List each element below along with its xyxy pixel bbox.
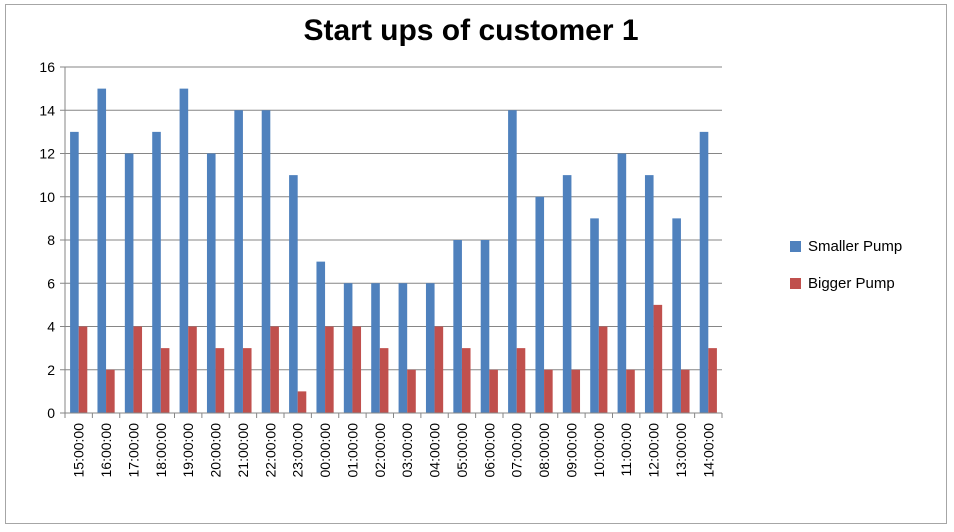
legend-swatch-bigger-pump [790, 277, 801, 289]
chart-frame [5, 4, 947, 524]
bar-smaller-pump [371, 283, 380, 413]
bar-bigger-pump [434, 326, 444, 413]
x-tick-label: 12:00:00 [646, 423, 662, 478]
bar-bigger-pump [160, 348, 170, 413]
bar-smaller-pump [70, 131, 79, 413]
axes [64, 67, 723, 418]
bar-smaller-pump [398, 283, 408, 413]
bar-smaller-pump [535, 196, 545, 413]
x-tick-labels: 15:00:00 16:00:00 17:00:00 18:00:00 19:00:00… [71, 423, 717, 478]
x-tick-label: 11:00:00 [618, 423, 634, 477]
y-tick-labels: 0 2 4 6 8 10 12 14 16 [39, 59, 55, 421]
y-tick-label: 2 [47, 362, 55, 378]
bar-bigger-pump [653, 304, 663, 413]
bar-smaller-pump [453, 240, 462, 413]
bar-bigger-pump [489, 369, 498, 413]
bar-smaller-pump [699, 131, 709, 413]
x-tick-label: 00:00:00 [317, 423, 333, 478]
x-tick-label: 13:00:00 [673, 423, 689, 478]
x-tick-label: 09:00:00 [563, 423, 579, 478]
bar-bigger-pump [297, 391, 307, 413]
x-tick-label: 18:00:00 [153, 423, 169, 478]
y-tick-label: 8 [47, 232, 55, 248]
bar-bigger-pump [242, 348, 252, 413]
bar-bigger-pump [708, 348, 717, 413]
x-tick-label: 04:00:00 [427, 423, 443, 478]
bar-smaller-pump [617, 153, 627, 413]
bar-smaller-pump [234, 110, 243, 413]
legend: Smaller Pump Bigger Pump [790, 236, 902, 310]
y-tick-label: 10 [39, 189, 55, 205]
bar-smaller-pump [289, 175, 298, 413]
bar-bigger-pump [325, 326, 334, 413]
x-tick-label: 16:00:00 [98, 423, 114, 478]
bar-bigger-pump [106, 369, 115, 413]
legend-label-bigger-pump: Bigger Pump [808, 274, 895, 292]
bar-bigger-pump [407, 369, 416, 413]
chart-title: Start ups of customer 1 [303, 14, 639, 47]
x-tick-label: 10:00:00 [591, 423, 607, 478]
bar-smaller-pump [206, 153, 216, 413]
bar-bigger-pump [133, 326, 143, 413]
x-tick-label: 14:00:00 [700, 423, 716, 478]
bars [70, 88, 717, 413]
bar-bigger-pump [215, 348, 225, 413]
bar-smaller-pump [672, 218, 681, 413]
gridlines [60, 66, 722, 414]
x-tick-label: 01:00:00 [344, 423, 360, 478]
x-tick-label: 19:00:00 [180, 423, 196, 478]
x-tick-label: 07:00:00 [509, 423, 525, 478]
bar-bigger-pump [461, 348, 471, 413]
bar-smaller-pump [97, 88, 107, 413]
bar-smaller-pump [316, 261, 326, 413]
x-tick-label: 20:00:00 [208, 423, 224, 478]
legend-swatch-smaller-pump [790, 240, 801, 252]
bar-smaller-pump [590, 218, 599, 413]
bar-smaller-pump [261, 110, 271, 413]
y-tick-label: 12 [39, 146, 55, 162]
legend-label-smaller-pump: Smaller Pump [808, 237, 903, 255]
bar-smaller-pump [480, 240, 490, 413]
x-tick-label: 21:00:00 [235, 423, 251, 478]
y-tick-label: 16 [39, 59, 55, 75]
x-tick-label: 15:00:00 [71, 423, 87, 478]
bar-bigger-pump [680, 369, 690, 413]
bar-smaller-pump [425, 283, 435, 413]
y-tick-label: 4 [47, 319, 55, 335]
x-tick-label: 06:00:00 [481, 423, 497, 478]
bar-smaller-pump [644, 175, 654, 413]
x-tick-label: 03:00:00 [399, 423, 415, 478]
x-tick-label: 23:00:00 [290, 423, 306, 478]
bar-smaller-pump [179, 88, 189, 413]
bar-bigger-pump [78, 326, 88, 413]
bar-bigger-pump [598, 326, 608, 413]
x-tick-label: 02:00:00 [372, 423, 388, 478]
bar-bigger-pump [379, 348, 389, 413]
x-tick-label: 05:00:00 [454, 423, 470, 478]
bar-bigger-pump [544, 369, 553, 413]
x-tick-label: 22:00:00 [262, 423, 278, 478]
bar-bigger-pump [626, 369, 635, 413]
y-tick-label: 6 [47, 275, 55, 291]
bar-smaller-pump [562, 175, 572, 413]
x-tick-label: 08:00:00 [536, 423, 552, 478]
bar-bigger-pump [516, 348, 526, 413]
bar-bigger-pump [188, 326, 197, 413]
bar-smaller-pump [152, 131, 161, 413]
bar-bigger-pump [270, 326, 279, 413]
y-tick-label: 14 [39, 102, 55, 118]
legend-item-bigger-pump: Bigger Pump [790, 273, 902, 293]
x-tick-label: 17:00:00 [125, 423, 141, 478]
legend-item-smaller-pump: Smaller Pump [790, 236, 902, 256]
bar-smaller-pump [343, 283, 353, 413]
bar-smaller-pump [508, 110, 517, 413]
bar-bigger-pump [352, 326, 362, 413]
bar-smaller-pump [124, 153, 134, 413]
y-tick-label: 0 [47, 405, 55, 421]
bar-bigger-pump [571, 369, 581, 413]
